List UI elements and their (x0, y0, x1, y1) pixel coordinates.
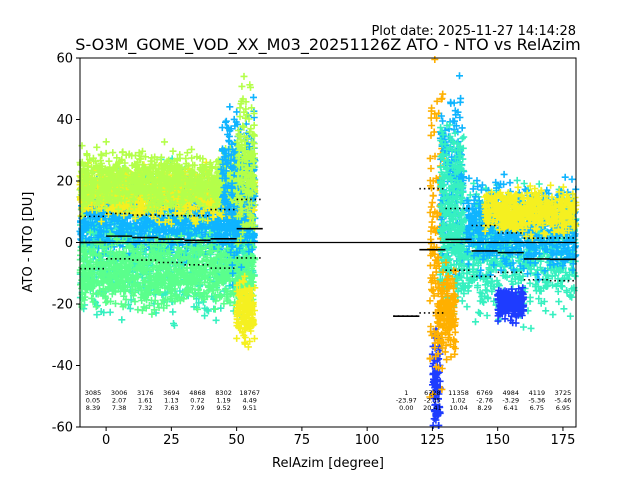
bin-label-line: 4984 (502, 389, 519, 397)
bin-label-line: 6.75 (530, 404, 544, 412)
bin-label-line: 8.39 (86, 404, 100, 412)
bin-label-11: 4984-3.296.41 (502, 389, 519, 412)
bin-label-line: 8302 (215, 389, 232, 397)
x-tick-label: 175 (551, 433, 576, 448)
bin-label-line: 3725 (555, 389, 572, 397)
x-axis-ticks: 0 25 50 75 100 125 150 175 (102, 427, 575, 448)
x-tick-label: 75 (294, 433, 311, 448)
x-tick-label: 50 (228, 433, 245, 448)
plot-date: Plot date: 2025-11-27 14:14:28 (371, 24, 576, 39)
x-tick-label: 100 (355, 433, 380, 448)
bin-label-line: 11358 (448, 389, 469, 397)
bin-label-line: -5.36 (528, 397, 545, 405)
y-axis-label: ATO - NTO [DU] (21, 192, 36, 293)
bin-label-13: 3725-5.466.95 (555, 389, 572, 412)
x-tick-label: 0 (102, 433, 110, 448)
bin-label-line: 7.99 (190, 404, 204, 412)
scatter-cluster-4 (76, 228, 259, 318)
bin-label-line: 7.38 (112, 404, 126, 412)
bin-label-line: -23.97 (396, 397, 417, 405)
x-tick-label: 150 (485, 433, 510, 448)
bin-label-line: 7.32 (138, 404, 152, 412)
y-tick-label: 40 (56, 113, 73, 128)
bin-label-line: -2.35 (424, 397, 441, 405)
bin-label-line: 10.04 (449, 404, 468, 412)
bin-label-line: 0.05 (86, 397, 100, 405)
scatter-cluster-6 (233, 72, 259, 247)
bin-label-line: 4119 (529, 389, 546, 397)
x-tick-label: 25 (163, 433, 180, 448)
bin-label-12: 4119-5.366.75 (528, 389, 545, 412)
chart-title: S-O3M_GOME_VOD_XX_M03_20251126Z ATO - NT… (75, 35, 580, 55)
bin-label-line: 7.63 (164, 404, 178, 412)
bin-label-7: 1-23.970.00 (396, 389, 417, 412)
y-tick-label: -60 (52, 421, 73, 436)
bin-label-line: -3.29 (502, 397, 519, 405)
bin-label-line: 1.13 (164, 397, 178, 405)
bin-label-line: 20.41 (423, 404, 442, 412)
y-tick-label: 60 (56, 52, 73, 67)
scatter-cluster-16 (494, 284, 528, 327)
bin-label-line: 6.95 (556, 404, 570, 412)
bin-label-10: 6769-2.768.29 (476, 389, 493, 412)
bin-label-line: 0.72 (190, 397, 204, 405)
bin-label-line: 18767 (239, 389, 260, 397)
y-tick-label: -40 (52, 359, 73, 374)
bin-label-line: 1.61 (138, 397, 152, 405)
scatter-cluster-14 (481, 181, 580, 242)
scatter-points (76, 56, 580, 429)
bin-label-line: 3694 (163, 389, 180, 397)
bin-label-line: 1.19 (216, 397, 230, 405)
bin-label-line: 6728 (424, 389, 441, 397)
y-tick-label: 20 (56, 175, 73, 190)
bin-label-line: 6.41 (503, 404, 517, 412)
bin-label-line: 9.51 (242, 404, 256, 412)
bin-label-line: 1 (404, 389, 408, 397)
bin-label-line: 6769 (476, 389, 493, 397)
bin-label-line: 2.07 (112, 397, 126, 405)
bin-label-line: -2.76 (476, 397, 493, 405)
y-axis-ticks: -60 -40 -20 0 20 40 60 (52, 52, 80, 436)
bin-label-line: 3176 (137, 389, 154, 397)
scatter-cluster-7 (233, 272, 259, 351)
y-tick-label: -20 (52, 298, 73, 313)
y-tick-label: 0 (65, 236, 73, 251)
scatter-cluster-15 (434, 253, 460, 364)
x-tick-label: 125 (420, 433, 445, 448)
bin-label-line: 4868 (189, 389, 206, 397)
bin-label-line: 8.29 (477, 404, 491, 412)
bin-label-line: 3006 (111, 389, 128, 397)
bin-label-line: 0.00 (399, 404, 413, 412)
bin-label-line: 3085 (85, 389, 102, 397)
bin-statistics (80, 187, 576, 318)
x-axis-label: RelAzim [degree] (272, 456, 384, 471)
bin-label-line: 9.52 (216, 404, 230, 412)
bin-label-line: 4.49 (242, 397, 256, 405)
bin-label-line: -5.46 (555, 397, 572, 405)
bin-label-line: 1.02 (451, 397, 465, 405)
